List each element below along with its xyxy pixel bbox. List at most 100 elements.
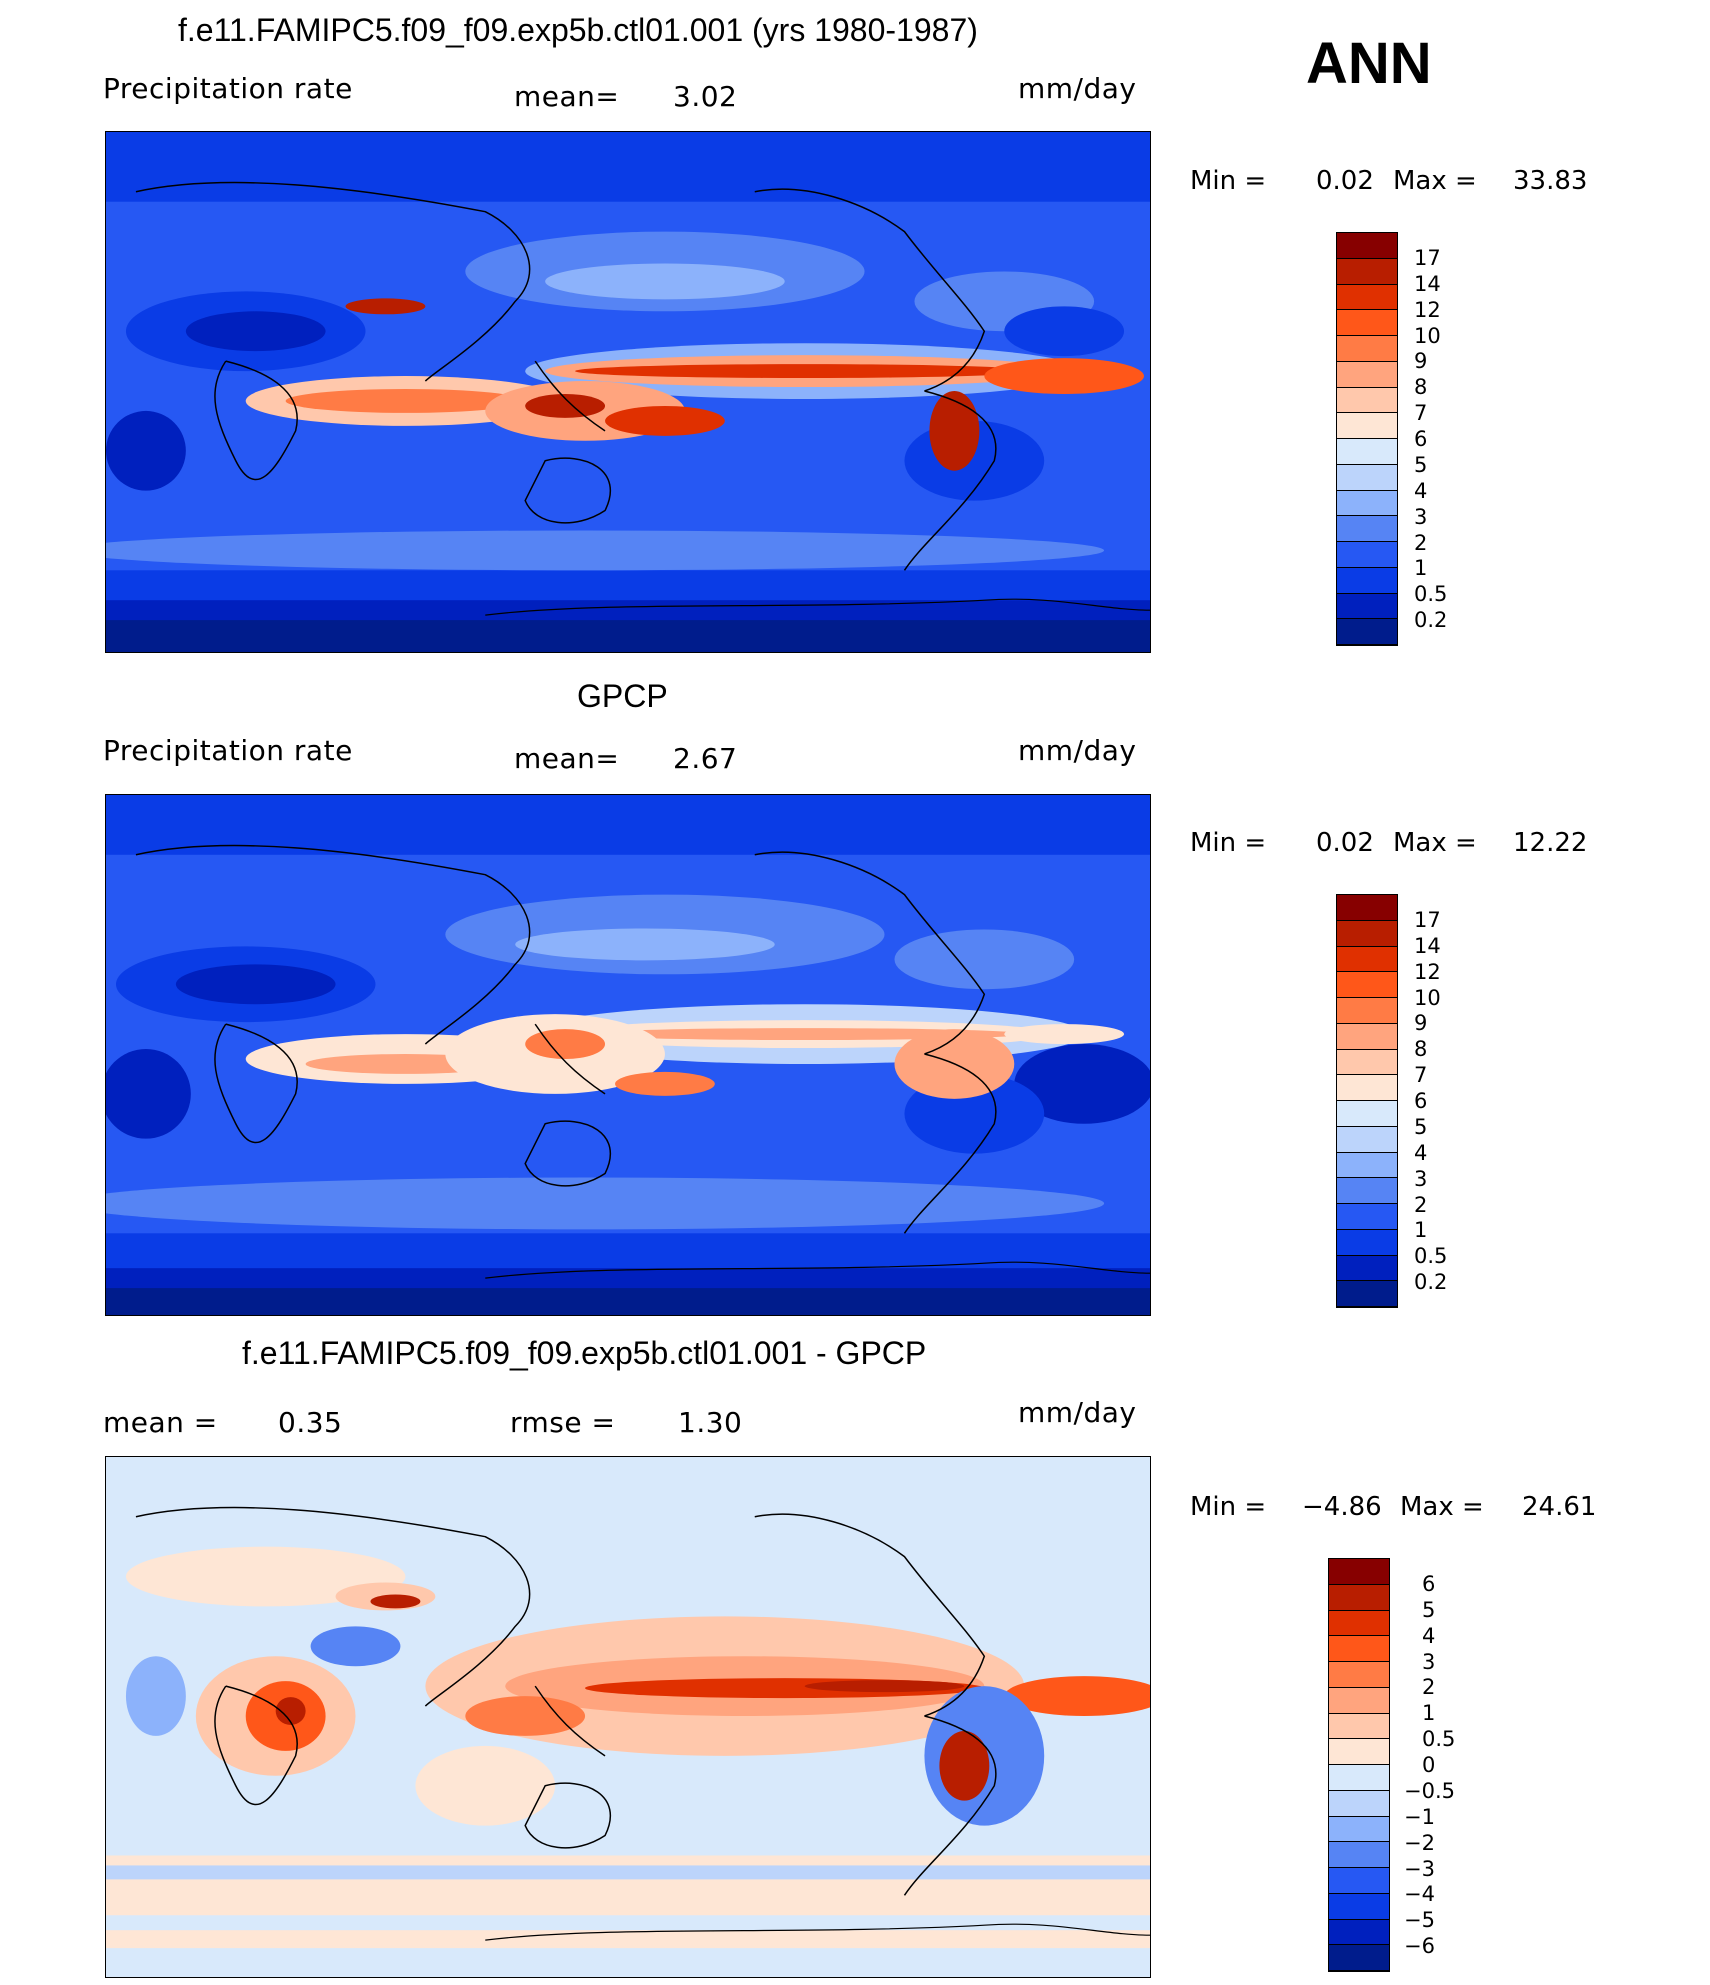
colorbar-swatch [1337,920,1397,947]
colorbar-swatch [1337,1229,1397,1256]
colorbar-swatch [1329,1636,1389,1662]
colorbar-tick-label: −4 [1404,1882,1435,1907]
colorbar-swatch [1329,1868,1389,1894]
panel-3-map [105,1456,1151,1978]
panel-1-title: f.e11.FAMIPC5.f09_f09.exp5b.ctl01.001 (y… [178,12,978,48]
colorbar-swatch [1329,1919,1389,1946]
colorbar-swatch [1337,1049,1397,1076]
colorbar-swatch [1329,1713,1389,1740]
colorbar-swatch [1329,1893,1389,1920]
panel-1-map-graphic [106,132,1150,652]
colorbar-swatch [1337,972,1397,998]
colorbar-swatch [1337,1152,1397,1179]
colorbar-tick-label: 5 [1422,1597,1436,1622]
panel-3-max-label: Max = [1400,1492,1484,1522]
colorbar-swatch [1329,1842,1389,1868]
colorbar-swatch [1337,1075,1397,1101]
panel-2-max-label: Max = [1393,828,1477,858]
panel-2-max-value: 12.22 [1513,828,1588,858]
colorbar-tick-label: 14 [1414,271,1441,296]
colorbar-tick-label: 0.5 [1422,1727,1456,1752]
colorbar-swatch [1337,946,1397,973]
colorbar-swatch [1329,1945,1389,1971]
colorbar-swatch [1337,258,1397,285]
colorbar-tick-label: 2 [1414,530,1428,555]
colorbar-tick-label: 10 [1414,985,1441,1010]
colorbar-tick-label: 0.5 [1414,1244,1448,1269]
panel-1-mean-value: 3.02 [673,80,738,113]
panel-1-max-value: 33.83 [1513,166,1588,196]
colorbar-tick-label: 3 [1414,1166,1428,1191]
panel-2-mean-value: 2.67 [673,742,738,775]
colorbar-tick-label: 12 [1414,297,1441,322]
colorbar-swatch [1337,1281,1397,1307]
colorbar-tick-label: 0.2 [1414,608,1448,633]
colorbar-tick-label: 9 [1414,349,1428,374]
colorbar-swatch [1337,284,1397,311]
panel-2-units: mm/day [1018,734,1137,767]
colorbar-swatch [1337,542,1397,568]
panel-1-min-label: Min = [1190,166,1267,196]
colorbar-tick-label: 6 [1414,427,1428,451]
colorbar-swatch [1337,516,1397,542]
colorbar-tick-label: 3 [1422,1649,1436,1674]
colorbar-swatch [1337,1204,1397,1230]
panel-3-min-value: −4.86 [1302,1492,1382,1522]
colorbar-tick-label: 6 [1414,1089,1428,1113]
colorbar-swatch [1337,336,1397,362]
panel-1-variable-label: Precipitation rate [103,72,353,105]
colorbar-swatch [1337,361,1397,388]
colorbar-swatch [1337,310,1397,336]
colorbar-tick-label: 7 [1414,1063,1428,1088]
colorbar-tick-label: 7 [1414,401,1428,426]
panel-3-colorbar [1328,1558,1390,1972]
colorbar-swatch [1337,233,1397,259]
colorbar-swatch [1337,593,1397,620]
panel-2-map-graphic [106,795,1150,1315]
panel-3-mean-label: mean = [103,1406,218,1439]
panel-2-map [105,794,1151,1316]
panel-2-title: GPCP [577,678,668,714]
colorbar-swatch [1329,1662,1389,1688]
panel-1-mean-label: mean= [514,80,620,113]
panel-1-colorbar-ticks: 17 14 12 10 9 8 7 6 5 4 3 2 1 0.5 0.2 [1414,232,1474,646]
colorbar-tick-label: −3 [1404,1856,1435,1881]
colorbar-tick-label: 4 [1414,1140,1428,1165]
colorbar-tick-label: 0.5 [1414,582,1448,607]
colorbar-swatch [1329,1765,1389,1791]
colorbar-swatch [1337,490,1397,517]
colorbar-swatch [1337,464,1397,491]
panel-3-rmse-label: rmse = [510,1406,616,1439]
colorbar-swatch [1329,1739,1389,1765]
colorbar-tick-label: 14 [1414,933,1441,958]
colorbar-swatch [1337,1126,1397,1153]
colorbar-tick-label: 8 [1414,375,1428,400]
colorbar-tick-label: 0.2 [1414,1270,1448,1295]
colorbar-swatch [1337,567,1397,594]
colorbar-tick-label: 17 [1414,907,1441,932]
colorbar-swatch [1329,1584,1389,1611]
colorbar-swatch [1337,1255,1397,1282]
colorbar-tick-label: 5 [1414,1114,1428,1139]
panel-1-max-label: Max = [1393,166,1477,196]
colorbar-swatch [1337,413,1397,439]
colorbar-tick-label: 0 [1422,1753,1436,1777]
colorbar-swatch [1337,1101,1397,1127]
panel-3-title: f.e11.FAMIPC5.f09_f09.exp5b.ctl01.001 - … [242,1335,927,1371]
panel-2-min-value: 0.02 [1316,828,1374,858]
colorbar-swatch [1329,1816,1389,1843]
panel-2-colorbar [1336,894,1398,1308]
colorbar-swatch [1337,1178,1397,1204]
colorbar-tick-label: 8 [1414,1037,1428,1062]
panel-3-rmse-value: 1.30 [678,1406,743,1439]
colorbar-tick-label: 4 [1414,478,1428,503]
colorbar-tick-label: 3 [1414,504,1428,529]
colorbar-tick-label: 1 [1422,1701,1436,1726]
colorbar-tick-label: 2 [1414,1192,1428,1217]
panel-2-mean-label: mean= [514,742,620,775]
panel-3-min-label: Min = [1190,1492,1267,1522]
colorbar-swatch [1337,439,1397,465]
panel-2-variable-label: Precipitation rate [103,734,353,767]
colorbar-tick-label: −1 [1404,1804,1435,1829]
colorbar-tick-label: 1 [1414,1218,1428,1243]
